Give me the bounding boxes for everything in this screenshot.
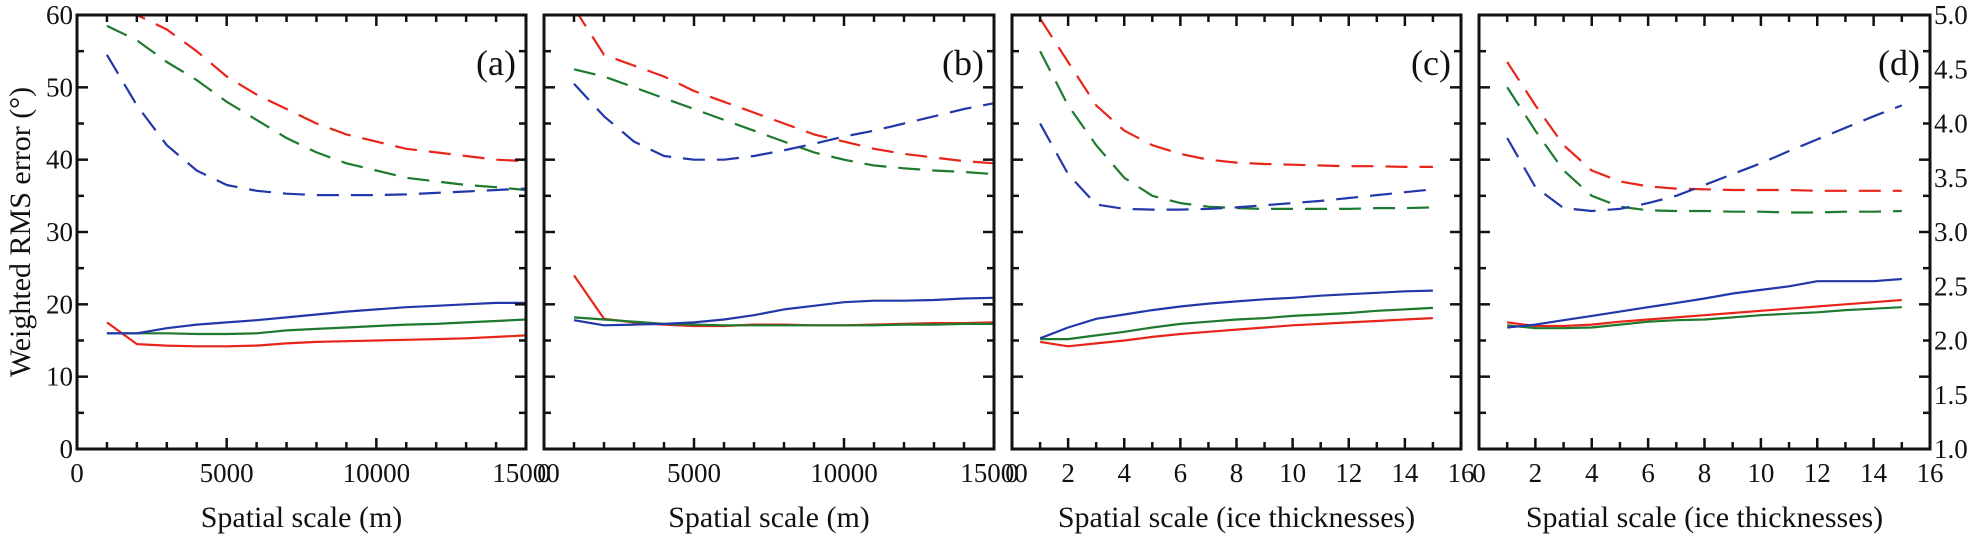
series-line-green-dashed xyxy=(1506,86,1902,214)
series-line-red-dashed xyxy=(1506,61,1902,192)
x-tick-label: 15000 xyxy=(492,458,560,488)
series-line-blue-dashed xyxy=(105,54,526,197)
series-line-blue-solid xyxy=(106,301,526,335)
y2-tick-label: 4.5 xyxy=(1934,54,1968,84)
series-line-red-dashed xyxy=(135,15,526,163)
x-tick-label: 6 xyxy=(1174,458,1188,488)
x-tick-label: 10 xyxy=(1279,458,1306,488)
y-tick-label: 50 xyxy=(46,72,73,102)
series-line-green-dashed xyxy=(106,24,526,192)
x-tick-label: 16 xyxy=(1448,458,1475,488)
x-tick-label: 10000 xyxy=(343,458,411,488)
series-group xyxy=(1039,18,1434,348)
series-group xyxy=(573,15,994,328)
x-tick-label: 10000 xyxy=(810,458,878,488)
x-tick-label: 2 xyxy=(1529,458,1543,488)
x-axis-title: Spatial scale (ice thicknesses) xyxy=(1526,501,1883,534)
series-line-green-solid xyxy=(573,316,994,327)
series-line-green-dashed xyxy=(573,68,994,176)
y2-tick-label: 2.5 xyxy=(1934,271,1968,301)
y2-tick-label: 3.0 xyxy=(1934,217,1968,247)
series-group xyxy=(1506,61,1903,330)
x-tick-label: 4 xyxy=(1118,458,1132,488)
x-tick-label: 6 xyxy=(1641,458,1655,488)
x-tick-label: 0 xyxy=(537,458,551,488)
x-tick-label: 16 xyxy=(1917,458,1944,488)
x-tick-label: 5000 xyxy=(200,458,254,488)
y2-tick-label: 2.0 xyxy=(1934,326,1968,356)
series-line-red-dashed xyxy=(1039,18,1433,168)
panel-label: (d) xyxy=(1878,43,1920,83)
series-line-blue-solid xyxy=(1507,277,1902,329)
x-tick-label: 12 xyxy=(1335,458,1362,488)
y2-tick-label: 1.5 xyxy=(1934,380,1968,410)
x-tick-label: 8 xyxy=(1698,458,1712,488)
series-line-blue-solid xyxy=(1039,289,1433,340)
series-line-green-solid xyxy=(1507,306,1902,330)
x-tick-label: 0 xyxy=(70,458,84,488)
series-group xyxy=(105,15,526,348)
x-tick-label: 8 xyxy=(1230,458,1244,488)
x-tick-label: 14 xyxy=(1860,458,1888,488)
x-axis-title: Spatial scale (ice thicknesses) xyxy=(1058,501,1415,534)
x-tick-label: 4 xyxy=(1585,458,1599,488)
y2-tick-label: 4.0 xyxy=(1934,109,1968,139)
x-tick-label: 14 xyxy=(1391,458,1419,488)
y2-tick-label: 5.0 xyxy=(1934,0,1968,30)
x-tick-label: 0 xyxy=(1005,458,1019,488)
series-line-red-solid xyxy=(1507,298,1902,328)
series-line-red-dashed xyxy=(577,15,994,165)
x-tick-label: 5000 xyxy=(667,458,721,488)
y-axis-title: Weighted RMS error (°) xyxy=(4,87,37,377)
x-tick-label: 15000 xyxy=(960,458,1028,488)
y-tick-label: 60 xyxy=(46,0,73,30)
x-tick-label: 12 xyxy=(1804,458,1831,488)
y-tick-label: 10 xyxy=(46,362,73,392)
y2-tick-label: 3.5 xyxy=(1934,163,1968,193)
panel-label: (b) xyxy=(942,43,984,83)
x-tick-label: 2 xyxy=(1061,458,1075,488)
plot-frame xyxy=(1477,13,1932,451)
y-tick-label: 20 xyxy=(46,289,73,319)
panel-c: 0 2 4 6 8 10 12 14 16 Spatial scale (ice thicknes… xyxy=(1005,13,1475,534)
series-line-red-solid xyxy=(106,321,526,348)
series-line-blue-solid xyxy=(573,296,994,327)
y2-tick-label: 1.0 xyxy=(1934,434,1968,464)
series-line-green-solid xyxy=(1040,306,1433,341)
x-axis-title: Spatial scale (m) xyxy=(201,501,403,534)
y-tick-label: 30 xyxy=(46,217,73,247)
x-axis-title: Spatial scale (m) xyxy=(668,501,870,534)
series-line-green-dashed xyxy=(1039,50,1433,210)
panel-b: 0 5000 10000 15000 Spatial scale (m) (b) xyxy=(537,13,1028,534)
x-tick-label: 0 xyxy=(1472,458,1486,488)
y-tick-label: 0 xyxy=(60,434,74,464)
panel-label: (c) xyxy=(1411,43,1451,83)
series-line-red-solid xyxy=(1039,317,1433,348)
plot-frame xyxy=(75,13,528,451)
y-tick-label: 40 xyxy=(46,145,73,175)
series-line-blue-dashed xyxy=(1039,122,1434,211)
panel-label: (a) xyxy=(476,43,516,83)
series-line-blue-dashed xyxy=(1506,104,1903,213)
series-line-green-solid xyxy=(106,318,526,336)
x-tick-label: 10 xyxy=(1747,458,1774,488)
panel-d: 0 2 4 6 8 10 12 14 161.0 1.5 2.0 2.5 3.0 3.5 4.0 4.5 5.0… xyxy=(1472,0,1968,534)
series-line-blue-dashed xyxy=(573,82,994,161)
